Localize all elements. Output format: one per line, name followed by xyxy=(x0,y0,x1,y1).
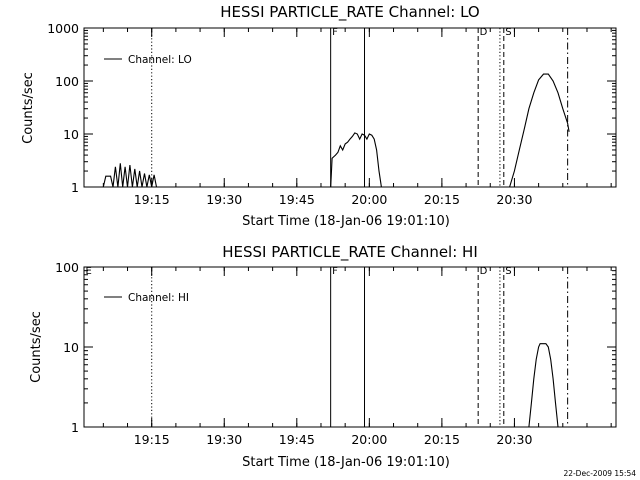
lo-event-label: F xyxy=(332,27,338,38)
hi-x-tick-label: 20:00 xyxy=(351,432,387,447)
lo-panel-title: HESSI PARTICLE_RATE Channel: LO xyxy=(220,3,479,22)
lo-rate-curve xyxy=(102,163,158,188)
hi-y-tick-label: 1 xyxy=(71,420,79,435)
lo-x-axis-label: Start Time (18-Jan-06 19:01:10) xyxy=(242,214,450,229)
hi-x-tick-label: 20:15 xyxy=(424,432,460,447)
lo-event-label: S xyxy=(505,27,511,38)
lo-plot-frame xyxy=(83,27,617,188)
hi-y-tick-label: 100 xyxy=(55,260,79,275)
lo-y-axis-label: Counts/sec xyxy=(21,72,36,144)
hi-rate-curve xyxy=(528,343,559,428)
hi-panel-title: HESSI PARTICLE_RATE Channel: HI xyxy=(222,243,478,262)
hi-x-axis-label: Start Time (18-Jan-06 19:01:10) xyxy=(242,455,450,470)
hi-x-tick-label: 19:30 xyxy=(206,432,242,447)
lo-x-tick-label: 20:30 xyxy=(496,192,532,207)
hi-event-label: S xyxy=(505,266,511,277)
lo-x-axis: 19:15 19:30 19:45 20:00 20:15 20:30 xyxy=(102,28,612,207)
hi-x-tick-label: 20:30 xyxy=(496,432,532,447)
lo-series xyxy=(102,73,570,188)
lo-y-axis: 1 10 100 1000 xyxy=(47,21,616,195)
hi-event-label: F xyxy=(332,266,338,277)
hi-event-label: E xyxy=(86,266,92,277)
hi-y-axis: 1 10 100 xyxy=(55,260,616,435)
lo-rate-curve xyxy=(330,132,382,188)
lo-x-tick-label: 20:15 xyxy=(424,192,460,207)
lo-rate-curve xyxy=(509,73,570,188)
generation-timestamp: 22-Dec-2009 15:54 xyxy=(563,469,636,478)
lo-x-tick-label: 19:45 xyxy=(279,192,315,207)
hi-channel-panel: HESSI PARTICLE_RATE Channel: HI 1 10 100 1… xyxy=(29,243,617,470)
lo-legend-label: Channel: LO xyxy=(128,54,192,66)
hi-x-tick-label: 19:15 xyxy=(134,432,170,447)
hi-legend: Channel: HI xyxy=(104,292,189,304)
hi-event-label: D xyxy=(480,266,488,277)
lo-y-tick-label: 1000 xyxy=(47,21,79,36)
hi-plot-frame xyxy=(83,266,617,428)
lo-x-tick-label: 20:00 xyxy=(351,192,387,207)
lo-legend: Channel: LO xyxy=(104,54,192,66)
hi-x-tick-label: 19:45 xyxy=(279,432,315,447)
lo-y-tick-label: 1 xyxy=(71,180,79,195)
lo-event-label: D xyxy=(480,27,488,38)
hi-y-tick-label: 10 xyxy=(63,340,79,355)
lo-y-tick-label: 10 xyxy=(63,127,79,142)
hi-legend-label: Channel: HI xyxy=(128,292,189,304)
lo-x-tick-label: 19:30 xyxy=(206,192,242,207)
lo-x-tick-label: 19:15 xyxy=(134,192,170,207)
lo-y-tick-label: 100 xyxy=(55,74,79,89)
hi-y-axis-label: Counts/sec xyxy=(29,311,44,383)
lo-channel-panel: HESSI PARTICLE_RATE Channel: LO 1 10 100 10… xyxy=(21,3,617,229)
hi-series xyxy=(528,343,559,428)
hi-x-axis: 19:15 19:30 19:45 20:00 20:15 20:30 xyxy=(102,267,612,447)
